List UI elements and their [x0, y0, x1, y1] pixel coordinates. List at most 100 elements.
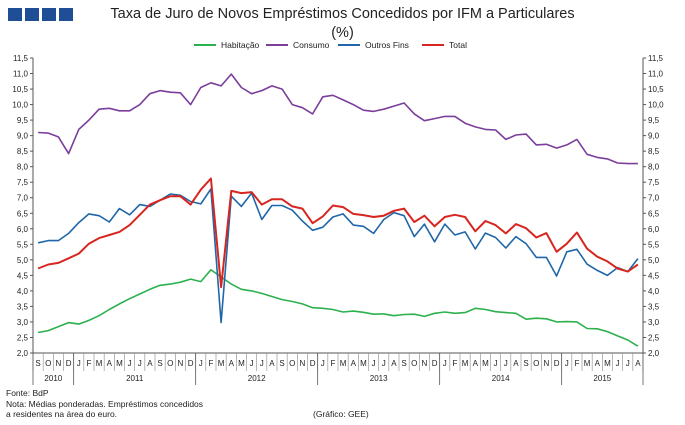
y-tick-label-right: 10,5	[648, 85, 664, 94]
series-line-habitacao	[37, 268, 639, 347]
x-tick-label-month: J	[565, 359, 569, 368]
y-tick-label-right: 8,0	[648, 163, 660, 172]
y-tick-label-right: 11,0	[648, 70, 664, 79]
x-tick-label-month: S	[279, 359, 284, 368]
logo-square	[8, 8, 22, 21]
logo-square	[42, 8, 56, 21]
y-tick-label-right: 6,5	[648, 209, 660, 218]
legend-label: Outros Fins	[365, 40, 409, 50]
logo-square	[25, 8, 39, 21]
y-tick-label-left: 4,0	[17, 287, 29, 296]
x-tick-label-month: F	[86, 359, 91, 368]
footnote-line: Nota: Médias ponderadas. Empréstimos con…	[6, 399, 204, 409]
legend-item-consumo: Consumo	[266, 40, 329, 50]
x-tick-label-year: 2014	[492, 374, 510, 383]
x-tick-label-month: M	[584, 359, 591, 368]
x-tick-label-month: A	[473, 359, 479, 368]
x-tick-label-month: M	[482, 359, 489, 368]
source-note: Fonte: BdP	[6, 388, 49, 398]
x-tick-label-month: M	[238, 359, 245, 368]
logo-square	[59, 8, 73, 21]
y-tick-label-left: 6,0	[17, 225, 29, 234]
x-tick-label-month: J	[504, 359, 508, 368]
chart-title: Taxa de Juro de Novos Empréstimos Conced…	[110, 6, 575, 22]
x-tick-label-month: J	[138, 359, 142, 368]
x-tick-label-month: S	[157, 359, 162, 368]
x-tick-label-month: J	[382, 359, 386, 368]
y-tick-label-right: 2,0	[648, 349, 660, 358]
footnote-line: a residentes na área do euro.	[6, 409, 118, 419]
x-tick-label-month: F	[330, 359, 335, 368]
footnote: Nota: Médias ponderadas. Empréstimos con…	[6, 399, 203, 419]
y-tick-label-right: 5,5	[648, 240, 660, 249]
y-tick-label-left: 5,0	[17, 256, 29, 265]
y-tick-label-left: 7,0	[17, 194, 29, 203]
x-tick-label-month: J	[443, 359, 447, 368]
y-tick-label-right: 8,5	[648, 147, 660, 156]
y-tick-label-right: 11,5	[648, 54, 664, 63]
x-tick-label-month: F	[574, 359, 579, 368]
x-tick-label-month: F	[452, 359, 457, 368]
y-tick-label-left: 7,5	[17, 178, 29, 187]
x-tick-label-month: M	[360, 359, 367, 368]
series-line-outros-fins	[37, 188, 639, 324]
y-tick-label-right: 3,5	[648, 302, 660, 311]
x-tick-label-month: J	[199, 359, 203, 368]
y-tick-label-right: 2,5	[648, 333, 660, 342]
gee-logo	[8, 8, 73, 21]
y-tick-label-left: 10,0	[12, 101, 28, 110]
x-tick-label-month: J	[616, 359, 620, 368]
x-tick-label-month: O	[411, 359, 417, 368]
x-tick-label-month: M	[462, 359, 469, 368]
y-tick-label-left: 11,0	[13, 70, 29, 79]
x-tick-label-month: N	[422, 359, 428, 368]
y-tick-label-right: 3,0	[648, 318, 660, 327]
x-tick-label-month: O	[533, 359, 539, 368]
y-tick-label-right: 4,0	[648, 287, 660, 296]
x-tick-label-month: F	[208, 359, 213, 368]
x-tick-label-year: 2012	[248, 374, 266, 383]
x-tick-label-month: N	[300, 359, 306, 368]
x-tick-label-year: 2013	[370, 374, 388, 383]
x-tick-label-month: N	[56, 359, 62, 368]
legend-item-outros-fins: Outros Fins	[338, 40, 409, 50]
x-tick-label-month: J	[77, 359, 81, 368]
x-tick-label-month: A	[635, 359, 641, 368]
y-tick-label-left: 3,0	[17, 318, 29, 327]
y-tick-label-right: 10,0	[648, 101, 664, 110]
x-tick-label-month: S	[35, 359, 40, 368]
x-tick-label-month: A	[391, 359, 397, 368]
y-tick-label-right: 7,0	[648, 194, 660, 203]
series-line-total	[37, 177, 639, 289]
x-tick-label-month: S	[523, 359, 528, 368]
x-tick-label-month: A	[269, 359, 275, 368]
x-tick-label-month: M	[604, 359, 611, 368]
x-tick-label-month: M	[218, 359, 225, 368]
legend-swatch	[266, 44, 288, 46]
x-tick-label-year: 2015	[593, 374, 611, 383]
x-tick-label-month: N	[178, 359, 184, 368]
x-tick-label-month: J	[494, 359, 498, 368]
x-tick-label-month: J	[250, 359, 254, 368]
x-tick-label-year: 2010	[44, 374, 62, 383]
y-tick-label-left: 9,0	[17, 132, 29, 141]
legend-item-total: Total	[422, 40, 467, 50]
x-tick-label-month: M	[340, 359, 347, 368]
series-line-consumo	[38, 73, 638, 165]
y-tick-label-left: 2,5	[17, 333, 29, 342]
x-tick-label-month: A	[147, 359, 153, 368]
x-tick-label-month: D	[188, 359, 194, 368]
x-tick-label-month: J	[260, 359, 264, 368]
x-tick-label-month: O	[167, 359, 173, 368]
legend-label: Total	[449, 40, 467, 50]
y-tick-label-left: 5,5	[17, 240, 29, 249]
legend-item-habitacao: Habitação	[194, 40, 259, 50]
y-tick-label-left: 8,5	[17, 147, 29, 156]
chart-credit: (Gráfico: GEE)	[313, 409, 369, 419]
y-tick-label-left: 8,0	[17, 163, 29, 172]
y-tick-label-right: 5,0	[648, 256, 660, 265]
x-tick-label-month: D	[310, 359, 316, 368]
y-tick-label-right: 9,5	[648, 116, 660, 125]
x-tick-label-month: A	[595, 359, 601, 368]
